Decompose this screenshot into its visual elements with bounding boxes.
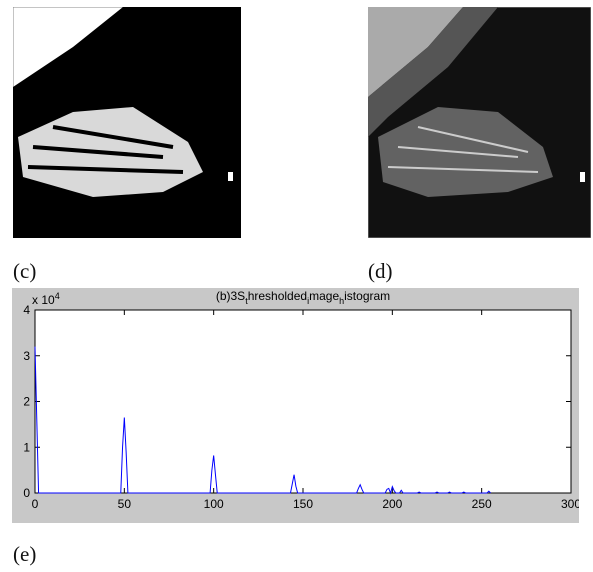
x-tick-label: 100: [204, 497, 224, 511]
title-part: i: [307, 296, 309, 306]
y-multiplier: x 104: [32, 291, 60, 307]
x-tick-label: 200: [382, 497, 402, 511]
chart-title: (b)3Sthresholdedimagehistogram: [216, 289, 390, 306]
plot-area: [34, 309, 572, 494]
y-tick-label: 0: [23, 486, 30, 500]
image-d: [368, 7, 591, 238]
panel-label: (e): [13, 542, 37, 566]
title-part: (b)3S: [216, 289, 245, 303]
y-tick-label: 2: [23, 395, 30, 409]
title-part: mage: [309, 289, 339, 303]
image-c: [13, 7, 241, 238]
x-tick-label: 50: [118, 497, 132, 511]
title-part: h: [339, 296, 344, 306]
y-tick-label: 3: [23, 349, 30, 363]
x-tick-label: 300: [561, 497, 579, 511]
title-part: t: [245, 296, 248, 306]
data-line: [34, 346, 491, 495]
title-part: istogram: [344, 289, 390, 303]
panel-label: (c): [13, 259, 37, 283]
x-tick-label: 0: [32, 497, 39, 511]
panel-label: (d): [368, 259, 393, 283]
chart: (b)3Sthresholdedimagehistogram x 104 0 1 2 3 4…: [12, 288, 579, 523]
y-tick-label: 4: [23, 303, 30, 317]
x-tick-label: 250: [472, 497, 492, 511]
multiplier-base: x 10: [32, 293, 55, 307]
y-tick-label: 1: [23, 440, 30, 454]
x-tick-label: 150: [293, 497, 313, 511]
title-part: hresholded: [248, 289, 307, 303]
multiplier-exponent: 4: [55, 291, 60, 301]
